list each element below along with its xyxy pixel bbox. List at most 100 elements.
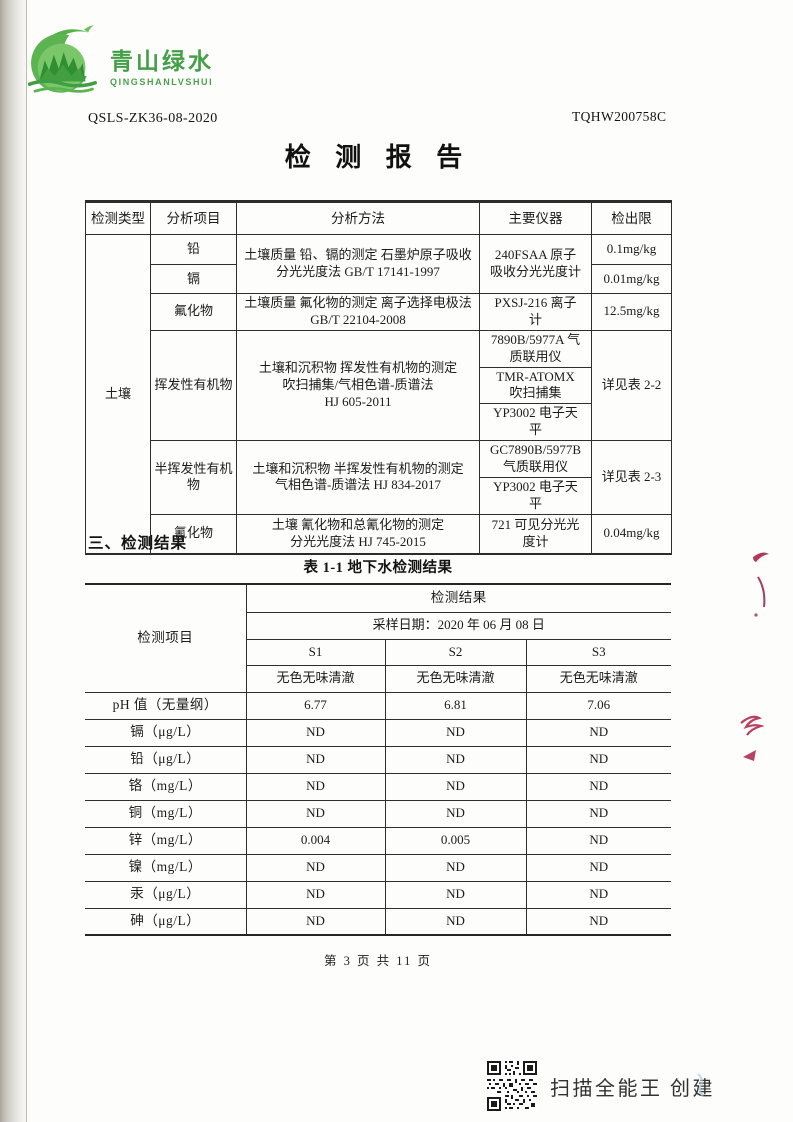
item-cell: 氟化物 [150,293,237,331]
col-header-limit: 检出限 [591,201,672,235]
mountain-water-logo-icon [28,25,98,93]
value-cell: ND [384,854,526,882]
blue-speck-mark [697,1073,704,1097]
result-header-cell: 检测结果 [245,584,672,613]
table-row: 铬（mg/L） ND ND ND [85,773,672,801]
method-table-header-row: 检测类型 分析项目 分析方法 主要仪器 检出限 [85,201,672,235]
table-row: 汞（μg/L） ND ND ND [85,881,672,909]
appearance-cell: 无色无味清澈 [245,665,385,693]
report-number: TQHW200758C [572,109,667,124]
param-cell: 汞（μg/L） [85,881,246,909]
appearance-cell: 无色无味清澈 [384,665,526,693]
instrument-cell: 7890B/5977A 气 质联用仪 [479,329,592,368]
table-row: 锌（mg/L） 0.004 0.005 ND [85,827,672,855]
value-cell: ND [384,773,526,801]
value-cell: ND [245,881,385,909]
qr-code-icon [487,1061,537,1111]
logo-subtitle: QINGSHANLVSHUI [110,77,214,87]
appearance-row: 无色无味清澈 无色无味清澈 无色无味清澈 [85,665,672,693]
value-cell: ND [525,854,672,882]
appearance-cell: 无色无味清澈 [525,665,672,693]
value-cell: ND [525,746,672,774]
col-header-instrument: 主要仪器 [479,201,592,235]
scan-edge-shadow [0,0,30,1122]
value-cell: ND [245,719,385,747]
param-cell: 锌（mg/L） [85,827,246,855]
param-cell: 铬（mg/L） [85,773,246,801]
value-cell: 6.81 [384,692,526,720]
value-cell: ND [525,881,672,909]
document-code: QSLS-ZK36-08-2020 [88,111,218,126]
instrument-cell: TMR-ATOMX 吹扫捕集 [479,366,592,405]
sample-id-cell: S1 [245,639,385,666]
results-header-row: 检测项目 检测结果 [85,584,672,693]
value-cell: ND [384,746,526,774]
scanner-watermark: 扫描全能王 创建 [487,1061,715,1111]
param-cell: 砷（μg/L） [85,908,246,936]
item-cell: 挥发性有机物 [150,329,237,442]
value-cell: ND [245,800,385,828]
table-row: 半挥发性有机物 土壤和沉积物 半挥发性有机物的测定 气相色谱-质谱法 HJ 83… [86,440,672,515]
value-cell: 7.06 [525,692,672,720]
param-cell: 铜（mg/L） [85,800,246,828]
col-header-method: 分析方法 [236,201,480,235]
param-cell: 铅（μg/L） [85,746,246,774]
item-header-cell: 检测项目 [85,584,246,693]
item-cell: 半挥发性有机物 [150,440,237,515]
table-row: YP3002 电子天 平 [86,403,672,442]
value-cell: 0.005 [384,827,526,855]
method-cell: 土壤质量 氟化物的测定 离子选择电极法 GB/T 22104-2008 [236,293,480,331]
table-row: 镍（mg/L） ND ND ND [85,854,672,882]
sample-id-cell: S3 [525,639,672,666]
table-row: 砷（μg/L） ND ND ND [85,908,672,936]
value-cell: ND [525,773,672,801]
limit-cell: 0.04mg/kg [591,513,672,555]
table-row: 铜（mg/L） ND ND ND [85,800,672,828]
table-row: 镉（μg/L） ND ND ND [85,719,672,747]
sample-date-row: 采样日期：2020 年 06 月 08 日 [85,612,672,640]
value-cell: ND [245,746,385,774]
limit-cell: 0.1mg/kg [591,234,672,265]
results-section-heading: 三、检测结果 [88,535,188,552]
param-cell: pH 值（无量纲） [85,692,246,720]
value-cell: 0.004 [245,827,385,855]
value-cell: ND [525,827,672,855]
scanner-text: 扫描全能王 创建 [550,1077,715,1100]
sample-type-cell: 土壤 [85,234,151,555]
table-row: 铅（μg/L） ND ND ND [85,746,672,774]
limit-cell: 详见表 2-3 [591,440,672,515]
table-row: YP3002 电子天 平 [86,476,672,515]
report-title: 检 测 报 告 [284,143,472,172]
value-cell: ND [245,908,385,936]
item-cell: 铅 [150,234,237,265]
instrument-cell: YP3002 电子天 平 [479,403,592,442]
col-header-item: 分析项目 [150,201,237,235]
limit-cell: 详见表 2-2 [591,329,672,442]
scan-edge-line [26,0,27,1122]
sample-id-row: S1 S2 S3 [85,639,672,666]
value-cell: ND [525,719,672,747]
red-ink-marks [740,552,769,761]
company-logo: 青山绿水 QINGSHANLVSHUI [28,22,288,112]
table-row: 镉 0.01mg/kg [86,264,672,294]
item-cell: 镉 [150,264,237,294]
value-cell: ND [384,881,526,909]
logo-title: 青山绿水 [110,48,214,74]
value-cell: 6.77 [245,692,385,720]
method-cell: 土壤和沉积物 半挥发性有机物的测定 气相色谱-质谱法 HJ 834-2017 [236,440,480,515]
col-header-type: 检测类型 [85,201,151,235]
page-number: 第 3 页 共 11 页 [324,954,432,968]
method-cell: 土壤 氰化物和总氰化物的测定 分光光度法 HJ 745-2015 [236,513,480,555]
instrument-cell: 240FSAA 原子 吸收分光光度计 [479,234,592,294]
value-cell: ND [384,719,526,747]
param-cell: 镉（μg/L） [85,719,246,747]
method-table: 检测类型 分析项目 分析方法 主要仪器 检出限 土壤 铅 土壤质量 铅、镉的测定… [85,200,672,556]
value-cell: ND [384,908,526,936]
method-cell: 土壤质量 铅、镉的测定 石墨炉原子吸收 分光光度法 GB/T 17141-199… [236,234,480,294]
value-cell: ND [245,854,385,882]
value-cell: ND [384,800,526,828]
table-row: 氰化物 土壤 氰化物和总氰化物的测定 分光光度法 HJ 745-2015 721… [86,513,672,555]
value-cell: ND [525,800,672,828]
sample-date-cell: 采样日期：2020 年 06 月 08 日 [245,612,672,640]
